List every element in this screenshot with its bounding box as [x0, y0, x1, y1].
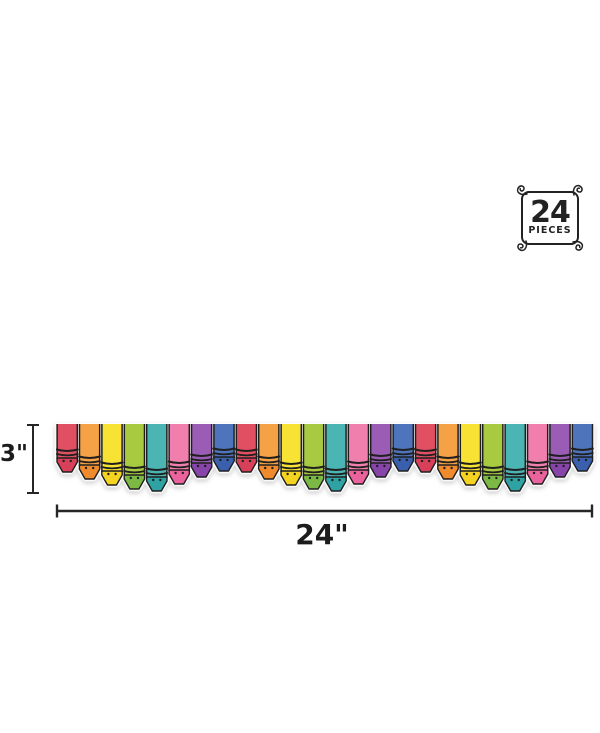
crayon-orange — [436, 424, 460, 480]
crayon-yellow — [458, 424, 482, 486]
crayon-purple — [369, 424, 393, 478]
badge-count: 24 — [530, 195, 571, 230]
crayon-strip-graphic — [55, 424, 594, 492]
crayon-teal — [503, 424, 527, 492]
crayon-yellow — [100, 424, 124, 486]
corner-flourish-icon — [572, 240, 584, 251]
badge-frame — [516, 184, 584, 252]
height-dimension-line — [27, 424, 39, 494]
crayon-green — [122, 424, 146, 490]
crayon-red — [414, 424, 438, 473]
crayon-red — [55, 424, 79, 473]
crayon-green — [302, 424, 326, 490]
crayon-purple — [548, 424, 572, 478]
corner-flourish-icon — [517, 240, 528, 252]
width-dimension-line — [55, 504, 594, 518]
pieces-badge: 24 PIECES — [513, 183, 587, 253]
crayon-orange — [257, 424, 281, 480]
crayon-teal — [145, 424, 169, 492]
crayon-yellow — [279, 424, 303, 486]
crayon-blue — [570, 424, 594, 472]
corner-flourish-icon — [516, 185, 528, 196]
crayon-pink — [526, 424, 550, 485]
crayon-border-strip — [55, 424, 596, 496]
crayon-blue — [391, 424, 415, 472]
badge-pieces-label: PIECES — [528, 225, 572, 236]
height-label: 3" — [0, 441, 28, 467]
crayon-green — [481, 424, 505, 490]
width-label: 24" — [295, 518, 349, 551]
crayon-orange — [78, 424, 102, 480]
crayon-pink — [167, 424, 191, 485]
crayon-purple — [190, 424, 214, 478]
corner-flourish-icon — [572, 184, 583, 196]
crayon-teal — [324, 424, 348, 492]
crayon-red — [234, 424, 258, 473]
crayon-blue — [212, 424, 236, 472]
crayon-pink — [346, 424, 370, 485]
